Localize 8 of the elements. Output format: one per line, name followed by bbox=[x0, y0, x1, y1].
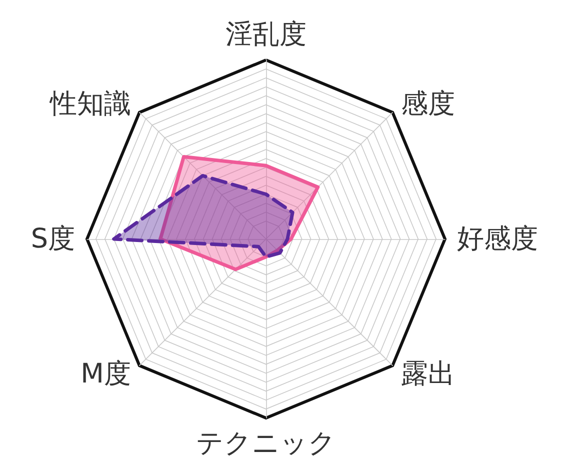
spoke-label: 性知識 bbox=[48, 88, 131, 120]
spoke-label: 感度 bbox=[401, 88, 456, 120]
spoke-label: 露出 bbox=[401, 358, 456, 390]
spoke-label: テクニック bbox=[196, 428, 336, 459]
spoke-label: 淫乱度 bbox=[226, 19, 306, 50]
spoke-label: S度 bbox=[30, 224, 75, 254]
spoke-label: 好感度 bbox=[457, 224, 538, 254]
spoke-label: M度 bbox=[80, 358, 131, 390]
